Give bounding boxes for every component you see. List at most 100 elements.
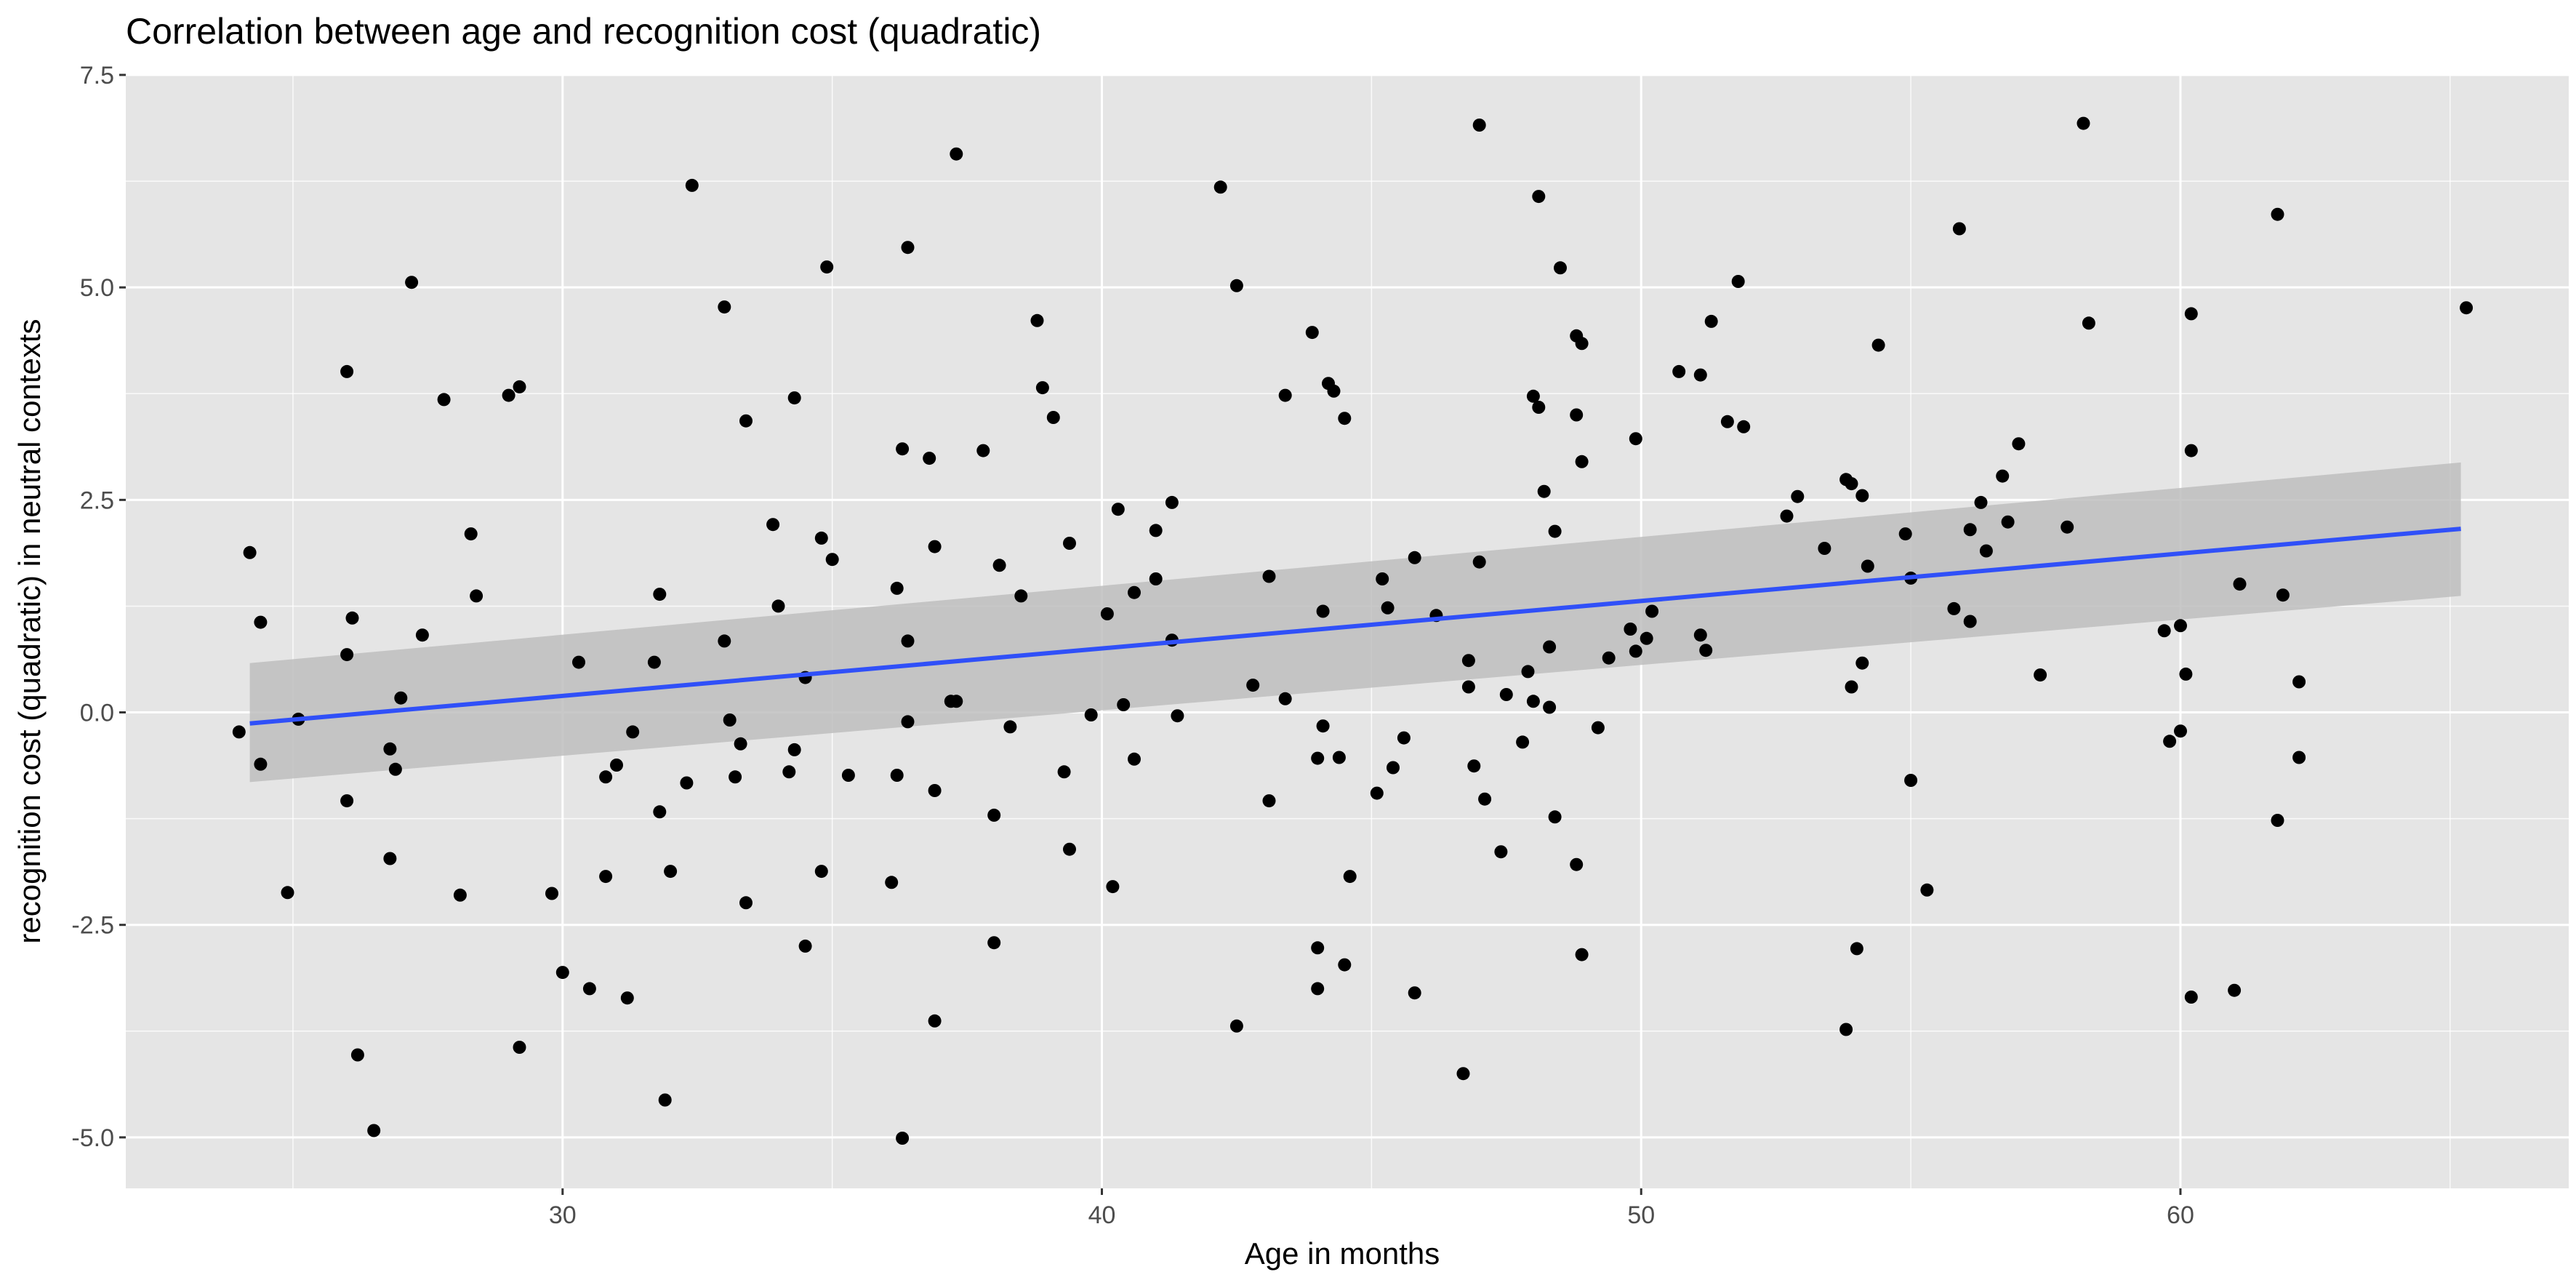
- data-point: [1704, 314, 1718, 328]
- x-axis-title: Age in months: [1245, 1236, 1440, 1271]
- data-point: [1408, 551, 1421, 564]
- data-point: [896, 442, 910, 456]
- data-point: [664, 865, 678, 879]
- data-point: [2034, 668, 2047, 682]
- data-point: [825, 553, 839, 567]
- y-tick-label: -2.5: [71, 912, 114, 940]
- data-point: [1516, 735, 1530, 749]
- data-point: [1554, 261, 1567, 275]
- data-point: [1570, 408, 1584, 422]
- data-point: [1111, 503, 1125, 516]
- data-point: [1855, 656, 1869, 670]
- data-point: [1343, 870, 1357, 884]
- data-point: [798, 939, 812, 953]
- data-point: [787, 743, 801, 756]
- data-point: [1381, 601, 1395, 615]
- data-point: [1408, 986, 1421, 1000]
- data-point: [901, 715, 915, 729]
- data-point: [1262, 569, 1276, 583]
- data-point: [1327, 384, 1341, 398]
- data-point: [2460, 301, 2473, 315]
- data-point: [2061, 520, 2074, 534]
- data-point: [1106, 880, 1120, 894]
- data-point: [1057, 765, 1071, 779]
- x-tick-label: 40: [1088, 1201, 1116, 1229]
- data-point: [1494, 845, 1508, 859]
- data-point: [572, 655, 585, 669]
- data-point: [1543, 700, 1557, 714]
- data-point: [340, 648, 354, 662]
- data-point: [2174, 724, 2187, 738]
- data-point: [2163, 735, 2177, 748]
- data-point: [610, 759, 623, 772]
- data-point: [734, 737, 747, 751]
- data-point: [841, 769, 855, 782]
- data-point: [928, 784, 942, 797]
- data-point: [1996, 469, 2010, 483]
- data-point: [1003, 720, 1017, 734]
- data-point: [1731, 275, 1745, 288]
- data-point: [254, 615, 268, 629]
- data-point: [1850, 942, 1863, 956]
- data-point: [2184, 444, 2198, 457]
- data-point: [555, 966, 569, 980]
- data-point: [1171, 709, 1184, 723]
- data-point: [658, 1093, 672, 1107]
- y-tick-label: 7.5: [80, 62, 114, 89]
- data-point: [1316, 719, 1330, 733]
- data-point: [513, 380, 526, 393]
- data-point: [1575, 455, 1589, 468]
- data-point: [2157, 624, 2171, 638]
- data-point: [1278, 388, 1292, 402]
- data-point: [718, 300, 731, 314]
- data-point: [1818, 542, 1831, 555]
- data-point: [1084, 708, 1098, 721]
- regression-line: [249, 527, 2461, 726]
- data-point: [2276, 588, 2290, 602]
- data-point: [1629, 432, 1642, 446]
- data-point: [620, 991, 634, 1005]
- data-point: [885, 876, 899, 889]
- data-point: [599, 770, 613, 784]
- data-point: [1839, 1023, 1853, 1036]
- data-point: [1338, 412, 1352, 425]
- data-point: [923, 452, 936, 465]
- data-point: [1845, 680, 1858, 694]
- data-point: [367, 1124, 381, 1137]
- data-point: [1855, 489, 1869, 503]
- data-point: [345, 611, 359, 625]
- data-point: [1332, 751, 1346, 764]
- data-point: [1149, 524, 1163, 537]
- data-point: [718, 634, 731, 648]
- data-point: [928, 540, 942, 553]
- data-point: [254, 757, 268, 771]
- data-point: [814, 531, 828, 545]
- data-point: [1461, 680, 1475, 694]
- x-tick-label: 60: [2167, 1201, 2194, 1229]
- data-point: [2271, 814, 2284, 827]
- data-point: [1046, 411, 1060, 424]
- data-point: [394, 691, 408, 705]
- data-point: [1963, 523, 1977, 537]
- data-point: [928, 1014, 942, 1028]
- data-point: [2077, 116, 2090, 130]
- data-point: [1720, 415, 1734, 428]
- data-point: [1397, 731, 1411, 745]
- y-tick-label: 0.0: [80, 700, 114, 727]
- data-point: [1947, 601, 1961, 615]
- data-point: [1526, 695, 1540, 708]
- data-point: [1974, 495, 1988, 509]
- data-point: [1128, 585, 1141, 599]
- data-point: [453, 888, 467, 902]
- data-point: [1845, 477, 1858, 491]
- data-point: [1629, 644, 1642, 658]
- data-point: [1548, 810, 1562, 824]
- y-tick-label: 2.5: [80, 487, 114, 514]
- data-point: [1780, 509, 1794, 523]
- data-point: [405, 276, 419, 289]
- y-tick-label: -5.0: [71, 1124, 114, 1152]
- data-point: [685, 178, 699, 192]
- data-point: [1861, 559, 1874, 573]
- x-tick-label: 50: [1627, 1201, 1655, 1229]
